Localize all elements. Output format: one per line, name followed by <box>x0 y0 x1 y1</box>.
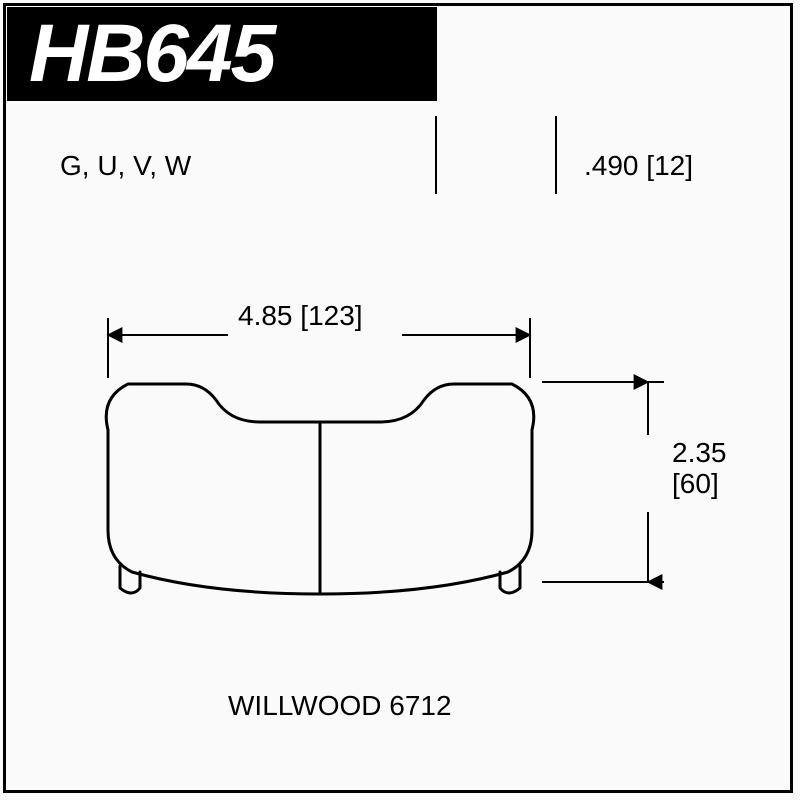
page: HB645 G, U, V, W .490 [12] 4.85 [123] 2.… <box>0 0 800 800</box>
brake-pad-outline <box>106 384 534 594</box>
diagram-svg <box>0 0 800 800</box>
